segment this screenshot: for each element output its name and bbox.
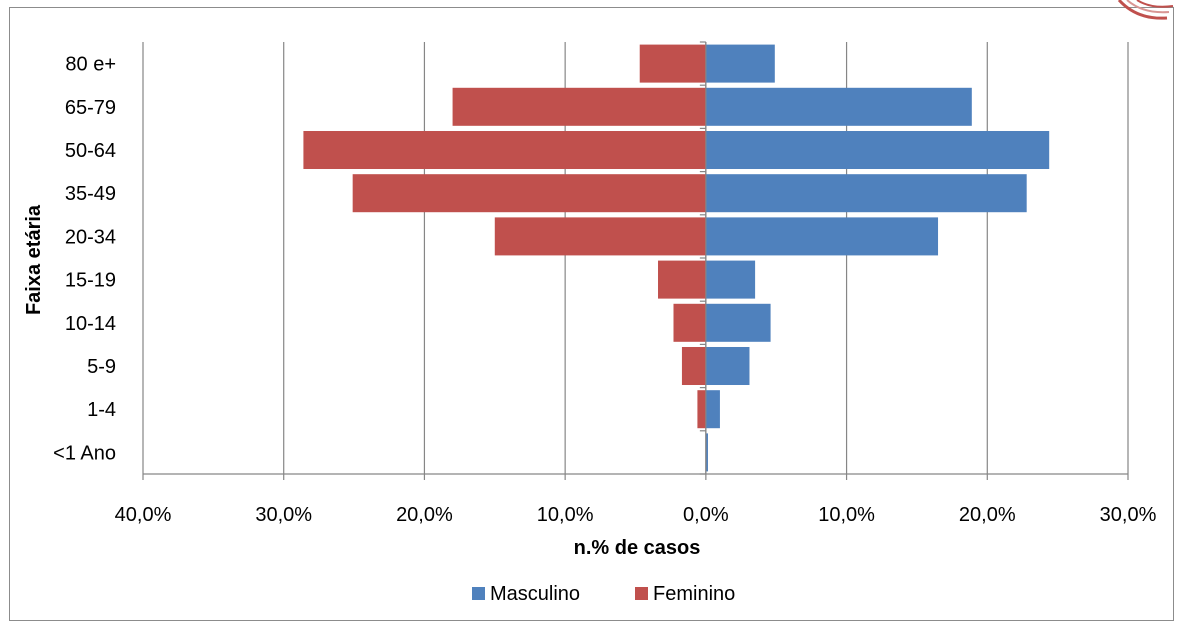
category-label: 10-14: [65, 313, 116, 335]
legend-swatch-masculino: [472, 587, 485, 600]
category-label: 5-9: [87, 356, 116, 378]
x-tick-label: 0,0%: [683, 504, 729, 526]
legend: Masculino Feminino: [472, 583, 735, 605]
bar-feminino: [673, 303, 706, 342]
category-label: <1 Ano: [53, 442, 116, 464]
x-tick-labels: 40,0% 30,0% 20,0% 10,0% 0,0% 10,0% 20,0% 30,0%: [115, 504, 1157, 526]
legend-swatch-feminino: [635, 587, 648, 600]
category-label: 80 e+: [65, 54, 116, 76]
bar-feminino: [303, 130, 706, 170]
category-label: 35-49: [65, 183, 116, 205]
bar-masculino: [705, 44, 775, 83]
bar-feminino: [452, 87, 706, 126]
bar-feminino: [494, 217, 706, 256]
bar-masculino: [705, 433, 708, 472]
x-tick-label: 30,0%: [1100, 504, 1157, 526]
x-tick-label: 40,0%: [115, 504, 172, 526]
x-tick-label: 20,0%: [959, 504, 1016, 526]
y-axis-title: Faixa etária: [23, 204, 45, 315]
x-tick-label: 20,0%: [396, 504, 453, 526]
category-labels: 80 e+ 65-79 50-64 35-49 20-34 15-19 10-14 5-9 1-…: [53, 54, 116, 465]
legend-label: Masculino: [490, 583, 580, 605]
bar-feminino: [352, 174, 706, 213]
bar-feminino: [697, 390, 706, 429]
category-label: 1-4: [87, 399, 116, 421]
category-label: 20-34: [65, 226, 116, 248]
legend-label: Feminino: [653, 583, 735, 605]
bar-feminino: [658, 260, 706, 299]
x-tick-label: 10,0%: [818, 504, 875, 526]
x-tick-label: 10,0%: [537, 504, 594, 526]
bars: [303, 44, 1050, 472]
bar-masculino: [705, 260, 756, 299]
x-tick-label: 30,0%: [255, 504, 312, 526]
bar-masculino: [705, 130, 1050, 170]
bar-masculino: [705, 390, 720, 429]
bar-feminino: [639, 44, 706, 83]
bar-masculino: [705, 174, 1027, 213]
chart-frame: [9, 7, 1174, 621]
bar-feminino: [681, 346, 706, 386]
bar-masculino: [705, 217, 939, 256]
axes: [142, 41, 1129, 480]
category-label: 50-64: [65, 140, 116, 162]
bar-masculino: [705, 87, 972, 126]
x-axis-title: n.% de casos: [574, 537, 701, 559]
logo-fragment: [1117, 0, 1174, 20]
bar-masculino: [705, 346, 750, 386]
category-label: 65-79: [65, 97, 116, 119]
bar-masculino: [705, 303, 771, 342]
category-label: 15-19: [65, 270, 116, 292]
